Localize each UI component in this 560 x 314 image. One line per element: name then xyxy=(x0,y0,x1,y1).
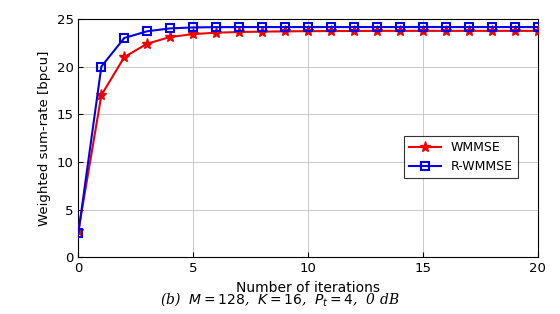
R-WMMSE xyxy=(167,26,174,30)
R-WMMSE xyxy=(305,25,311,29)
Line: R-WMMSE: R-WMMSE xyxy=(74,23,542,237)
R-WMMSE xyxy=(259,25,265,29)
R-WMMSE xyxy=(419,25,426,29)
R-WMMSE xyxy=(465,25,472,29)
R-WMMSE xyxy=(374,25,380,29)
R-WMMSE xyxy=(75,231,82,235)
R-WMMSE xyxy=(98,65,105,68)
R-WMMSE xyxy=(396,25,403,29)
R-WMMSE xyxy=(328,25,334,29)
WMMSE xyxy=(374,29,380,33)
R-WMMSE xyxy=(442,25,449,29)
WMMSE xyxy=(328,29,334,33)
WMMSE xyxy=(534,29,541,33)
WMMSE xyxy=(213,31,220,35)
WMMSE xyxy=(98,93,105,97)
R-WMMSE xyxy=(236,25,242,29)
R-WMMSE xyxy=(511,25,518,29)
Legend: WMMSE, R-WMMSE: WMMSE, R-WMMSE xyxy=(404,136,517,178)
WMMSE xyxy=(511,29,518,33)
WMMSE xyxy=(465,29,472,33)
WMMSE xyxy=(75,229,82,233)
WMMSE xyxy=(190,32,197,36)
R-WMMSE xyxy=(282,25,288,29)
WMMSE xyxy=(419,29,426,33)
R-WMMSE xyxy=(121,36,128,40)
Y-axis label: Weighted sum-rate [bpcu]: Weighted sum-rate [bpcu] xyxy=(38,51,51,226)
R-WMMSE xyxy=(213,25,220,29)
Text: (b)  $M = 128$,  $K = 16$,  $P_t = 4$,  0 dB: (b) $M = 128$, $K = 16$, $P_t = 4$, 0 dB xyxy=(160,290,400,308)
R-WMMSE xyxy=(144,30,151,33)
WMMSE xyxy=(121,55,128,59)
WMMSE xyxy=(351,29,357,33)
WMMSE xyxy=(305,29,311,33)
Line: WMMSE: WMMSE xyxy=(73,25,543,236)
WMMSE xyxy=(167,35,174,39)
R-WMMSE xyxy=(351,25,357,29)
WMMSE xyxy=(396,29,403,33)
X-axis label: Number of iterations: Number of iterations xyxy=(236,281,380,295)
R-WMMSE xyxy=(488,25,495,29)
WMMSE xyxy=(442,29,449,33)
R-WMMSE xyxy=(190,25,197,29)
R-WMMSE xyxy=(534,25,541,29)
WMMSE xyxy=(236,30,242,34)
WMMSE xyxy=(144,42,151,46)
WMMSE xyxy=(259,30,265,34)
WMMSE xyxy=(282,30,288,33)
WMMSE xyxy=(488,29,495,33)
